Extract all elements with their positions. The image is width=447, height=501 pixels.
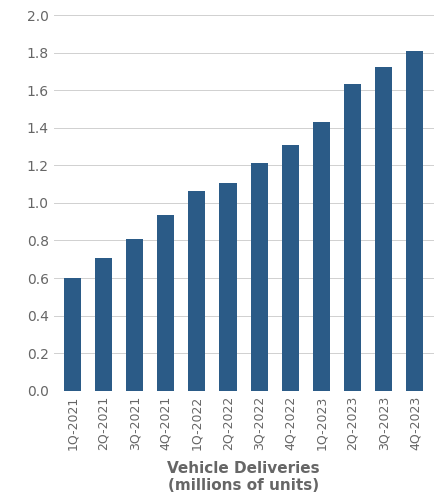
Bar: [64, 279, 81, 391]
Bar: [251, 163, 268, 391]
Bar: [313, 122, 330, 391]
Bar: [188, 191, 206, 391]
Bar: [157, 214, 174, 391]
Bar: [95, 258, 112, 391]
Bar: [406, 51, 423, 391]
Bar: [344, 84, 361, 391]
Bar: [282, 145, 299, 391]
Bar: [219, 183, 236, 391]
Bar: [375, 67, 392, 391]
X-axis label: Vehicle Deliveries
(millions of units): Vehicle Deliveries (millions of units): [167, 461, 320, 493]
Bar: [126, 239, 143, 391]
